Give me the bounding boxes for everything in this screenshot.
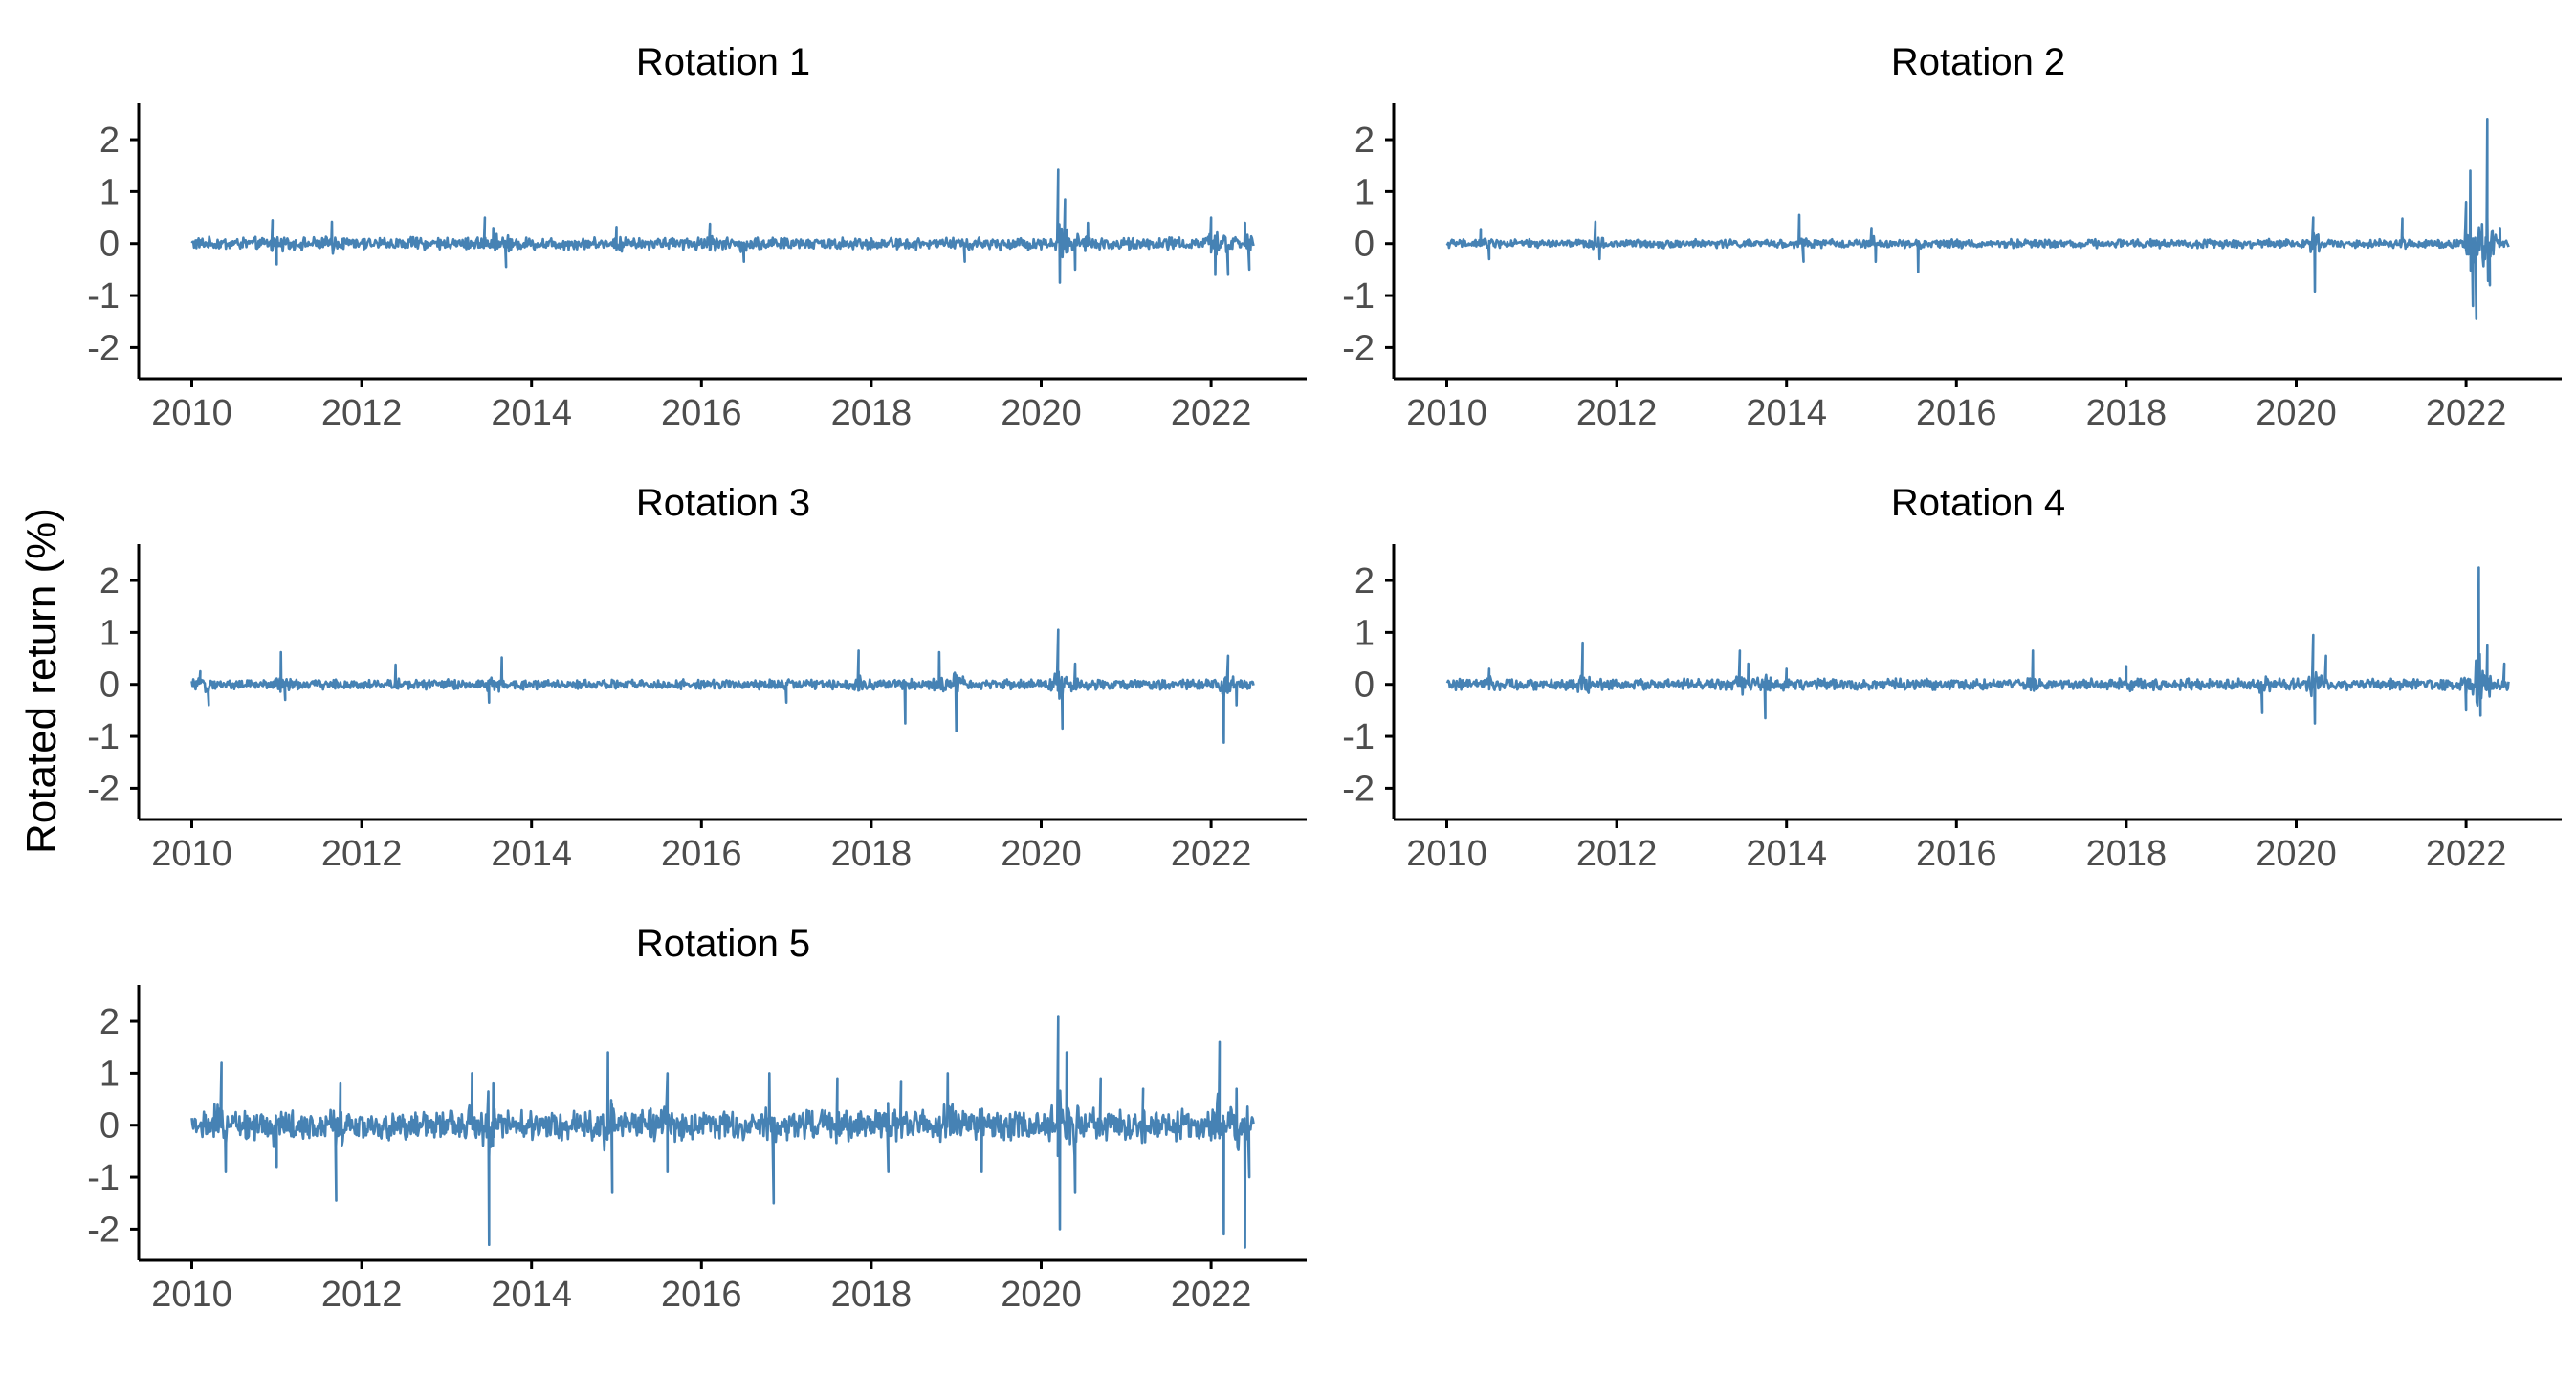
x-tick-label: 2016 [661,393,742,433]
x-tick-label: 2012 [321,393,403,433]
x-tick-label: 2020 [2256,393,2337,433]
y-tick-label: 2 [99,1002,120,1042]
y-tick-label: 1 [99,172,120,212]
x-tick-label: 2020 [1001,1275,1082,1315]
x-tick-label: 2012 [321,834,403,874]
y-tick-label: 1 [99,1054,120,1094]
y-tick-label: 0 [99,1106,120,1147]
x-tick-label: 2022 [1171,834,1252,874]
panel-rotation-3: Rotation 3 -2 -1 0 1 2 2010 2012 2014 2016 2018 202… [87,482,1307,874]
x-tick-label: 2022 [1171,1275,1252,1315]
x-tick-label: 2022 [2426,393,2507,433]
series-line-rotation-4 [1445,566,2510,725]
x-tick-label: 2010 [1406,393,1487,433]
x-tick-label: 2010 [151,393,232,433]
x-tick-label: 2014 [491,1275,572,1315]
y-tick-label: 2 [99,120,120,161]
y-tick-label: 1 [1354,613,1375,653]
x-tick-label: 2020 [2256,834,2337,874]
y-tick-label: -2 [1342,328,1375,368]
x-tick-label: 2014 [491,834,572,874]
x-tick-label: 2012 [1576,393,1658,433]
x-tick-label: 2016 [1916,393,1997,433]
y-tick-label: -2 [87,1210,120,1250]
y-tick-label: -2 [87,328,120,368]
series-line-rotation-3 [190,628,1255,744]
x-tick-label: 2012 [321,1275,403,1315]
y-tick-label: -1 [87,276,120,317]
panel-title-rotation-5: Rotation 5 [636,923,810,965]
panel-title-rotation-1: Rotation 1 [636,41,810,83]
series-line-rotation-1 [190,168,1255,284]
series-line-rotation-2 [1445,118,2510,320]
x-tick-label: 2018 [831,1275,913,1315]
panel-rotation-1: Rotation 1 -2 -1 0 1 2 2010 2012 2014 2016 2018 202… [87,41,1307,433]
x-tick-label: 2016 [661,834,742,874]
y-tick-label: 2 [1354,120,1375,161]
y-axis-title: Rotated return (%) [18,508,65,854]
x-tick-label: 2010 [151,834,232,874]
y-tick-label: 0 [99,666,120,706]
y-tick-label: 1 [1354,172,1375,212]
x-tick-label: 2014 [491,393,572,433]
y-tick-label: -1 [1342,717,1375,757]
x-tick-label: 2016 [661,1275,742,1315]
y-tick-label: -1 [87,1158,120,1198]
panel-title-rotation-4: Rotation 4 [1891,482,2065,524]
x-tick-label: 2018 [831,393,913,433]
x-tick-label: 2020 [1001,834,1082,874]
panel-rotation-2: Rotation 2 -2 -1 0 1 2 2010 2012 2014 2016 2018 202… [1342,41,2562,433]
y-tick-label: 2 [1354,561,1375,601]
panel-title-rotation-2: Rotation 2 [1891,41,2065,83]
x-tick-label: 2010 [1406,834,1487,874]
y-tick-label: 2 [99,561,120,601]
x-tick-label: 2018 [831,834,913,874]
x-tick-label: 2022 [1171,393,1252,433]
y-tick-label: 0 [1354,225,1375,265]
series-line-rotation-5 [190,1015,1255,1249]
y-tick-label: 1 [99,613,120,653]
x-tick-label: 2018 [2086,834,2168,874]
panel-rotation-4: Rotation 4 -2 -1 0 1 2 2010 2012 2014 2016 2018 202… [1342,482,2562,874]
x-tick-label: 2022 [2426,834,2507,874]
panel-title-rotation-3: Rotation 3 [636,482,810,524]
y-tick-label: -2 [87,769,120,809]
y-tick-label: -2 [1342,769,1375,809]
y-tick-label: -1 [87,717,120,757]
x-tick-label: 2012 [1576,834,1658,874]
x-tick-label: 2018 [2086,393,2168,433]
panel-rotation-5: Rotation 5 -2 -1 0 1 2 2010 2012 2014 2016 2018 202… [87,923,1307,1315]
x-tick-label: 2010 [151,1275,232,1315]
y-tick-label: 0 [99,225,120,265]
y-tick-label: -1 [1342,276,1375,317]
x-tick-label: 2020 [1001,393,1082,433]
x-tick-label: 2014 [1746,834,1827,874]
x-tick-label: 2016 [1916,834,1997,874]
x-tick-label: 2014 [1746,393,1827,433]
y-tick-label: 0 [1354,666,1375,706]
